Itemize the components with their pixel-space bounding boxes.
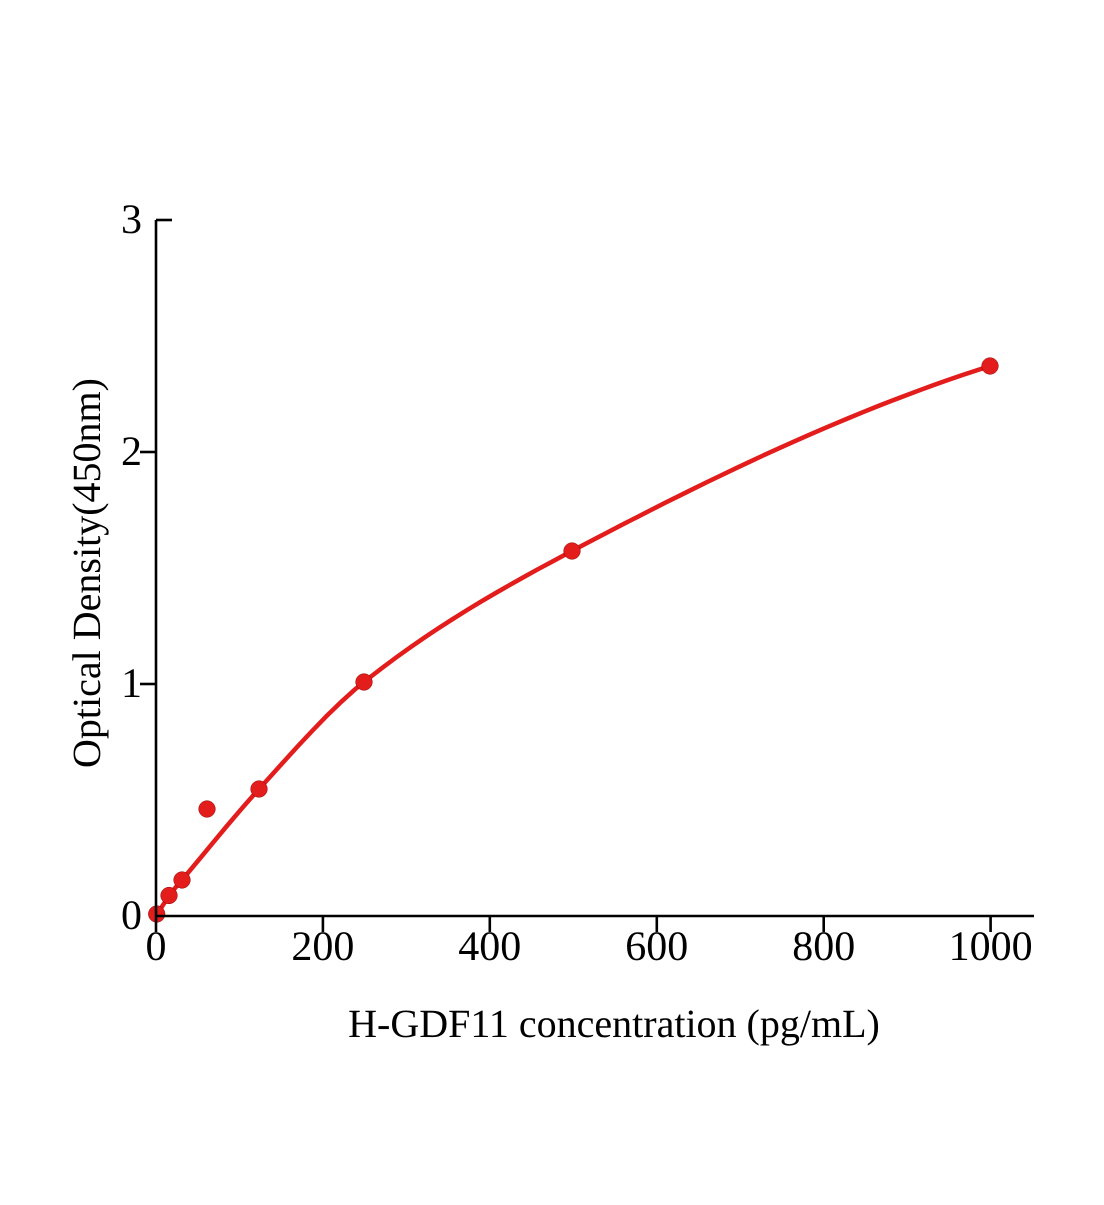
svg-text:H-GDF11 concentration (pg/mL): H-GDF11 concentration (pg/mL) <box>348 1001 880 1046</box>
svg-text:200: 200 <box>291 924 354 970</box>
svg-text:3: 3 <box>121 197 142 243</box>
svg-text:1: 1 <box>121 661 142 707</box>
svg-text:600: 600 <box>625 924 688 970</box>
svg-text:0: 0 <box>121 893 142 939</box>
svg-text:0: 0 <box>146 924 167 970</box>
svg-text:2: 2 <box>121 429 142 475</box>
svg-text:1000: 1000 <box>949 924 1033 970</box>
svg-text:400: 400 <box>458 924 521 970</box>
svg-text:800: 800 <box>792 924 855 970</box>
svg-text:Optical Density(450nm): Optical Density(450nm) <box>64 378 109 768</box>
